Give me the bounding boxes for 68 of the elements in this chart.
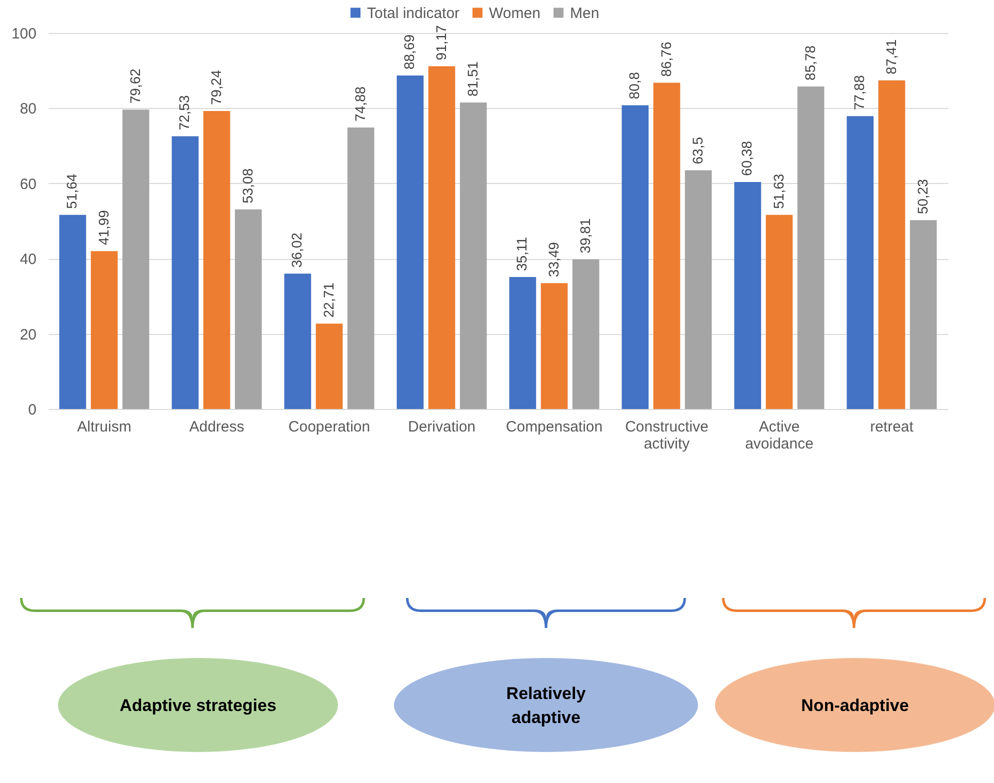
- bar: [766, 214, 793, 409]
- x-tick-label: Derivation: [408, 418, 476, 436]
- data-label: 60,38: [738, 140, 755, 176]
- bar: [460, 102, 487, 409]
- data-label: 22,71: [320, 282, 336, 318]
- data-label: 35,11: [514, 236, 530, 271]
- data-label: 81,51: [464, 61, 480, 97]
- bar: [172, 136, 199, 409]
- bar: [684, 170, 712, 409]
- data-label: 53,08: [239, 168, 256, 204]
- bar: [622, 105, 649, 409]
- bar: [234, 209, 262, 409]
- legend-label: Women: [489, 4, 540, 22]
- y-tick-label: 60: [20, 176, 36, 193]
- data-label: 80,8: [626, 72, 642, 100]
- y-tick-label: 40: [20, 251, 36, 268]
- bar: [653, 82, 680, 409]
- bar: [59, 214, 86, 409]
- bar: [396, 76, 424, 409]
- text: Relatively adaptive: [506, 684, 586, 727]
- data-label: 79,24: [208, 70, 224, 106]
- data-label: 87,41: [882, 39, 899, 74]
- data-label: 63,5: [689, 136, 706, 164]
- legend-label: Total indicator: [367, 4, 460, 22]
- data-label: 85,78: [802, 45, 818, 80]
- y-tick-label: 100: [11, 26, 36, 42]
- data-label: 51,64: [64, 174, 80, 209]
- data-label: 88,69: [401, 34, 418, 70]
- x-tick-label: Constructive activity: [625, 418, 708, 452]
- y-tick-label: 20: [20, 326, 36, 344]
- data-label: 33,49: [545, 242, 562, 278]
- text: Non-adaptive: [801, 696, 909, 715]
- bar: [122, 110, 150, 409]
- bar: [509, 276, 536, 409]
- bar: [540, 283, 568, 409]
- data-label: 36,02: [288, 232, 305, 268]
- x-tick-label: retreat: [870, 418, 914, 436]
- x-tick-label: Altruism: [77, 418, 132, 436]
- bar: [846, 116, 874, 409]
- text: Adaptive strategies: [120, 696, 276, 715]
- data-label: 91,17: [432, 24, 449, 60]
- bar: [878, 80, 906, 409]
- bar: [572, 259, 600, 409]
- data-label: 72,53: [176, 95, 192, 130]
- data-label: 77,88: [851, 74, 868, 110]
- y-tick-label: 0: [28, 402, 36, 418]
- x-tick-label: Cooperation: [288, 418, 370, 436]
- data-label: 79,62: [126, 68, 143, 104]
- data-label: 50,23: [914, 178, 930, 214]
- data-label: 41,99: [95, 210, 112, 246]
- data-label: 51,63: [770, 174, 786, 209]
- bar: [284, 274, 312, 409]
- bar: [797, 86, 824, 409]
- bar: [734, 182, 762, 409]
- x-tick-label: Address: [189, 418, 244, 436]
- bar: [316, 324, 343, 409]
- bar: [90, 251, 118, 409]
- bar: [347, 127, 374, 409]
- x-tick-label: Active avoidance: [745, 418, 814, 452]
- legend-label: Men: [570, 4, 600, 22]
- data-label: 86,76: [658, 42, 674, 77]
- bar: [428, 66, 456, 409]
- data-label: 74,88: [352, 86, 368, 122]
- x-tick-label: Compensation: [506, 418, 603, 436]
- bar: [910, 220, 937, 409]
- bar: [203, 111, 230, 409]
- y-tick-label: 80: [20, 100, 36, 118]
- data-label: 39,81: [576, 218, 593, 254]
